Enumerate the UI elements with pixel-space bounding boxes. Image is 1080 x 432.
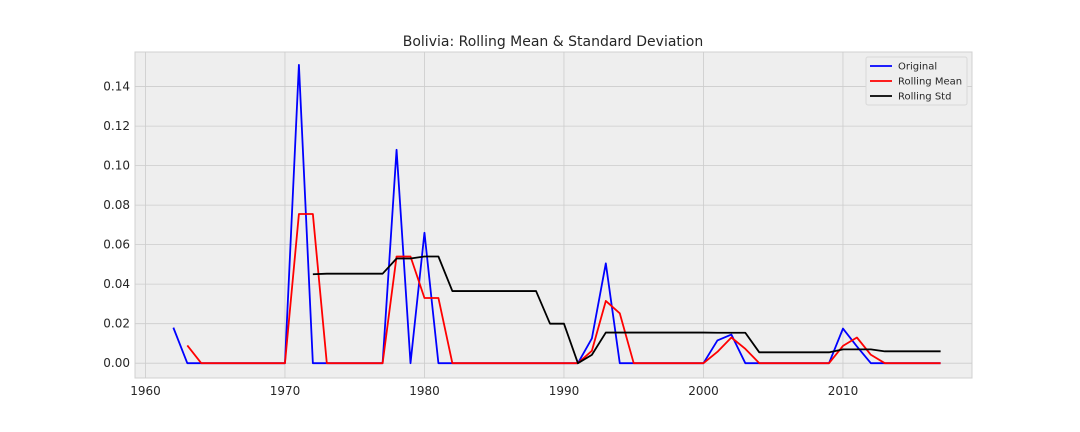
y-tick-label: 0.08 bbox=[103, 198, 130, 212]
series-line-rolling-mean bbox=[186, 213, 941, 365]
y-tick-label: 0.14 bbox=[103, 80, 130, 94]
x-tick-label: 2000 bbox=[688, 384, 719, 398]
y-tick-label: 0.00 bbox=[103, 356, 130, 370]
y-tick-label: 0.04 bbox=[103, 277, 130, 291]
legend-box bbox=[865, 56, 968, 106]
x-tick-label: 2010 bbox=[828, 384, 859, 398]
legend: Original Rolling Mean Rolling Std bbox=[865, 56, 968, 106]
series-layer bbox=[172, 63, 941, 365]
x-tick-label: 1990 bbox=[549, 384, 580, 398]
y-tick-label: 0.02 bbox=[103, 317, 130, 331]
y-tick-label: 0.10 bbox=[103, 159, 130, 173]
legend-label: Rolling Std bbox=[898, 92, 951, 103]
legend-label: Original bbox=[898, 62, 937, 73]
y-tick-label: 0.12 bbox=[103, 119, 130, 133]
chart-title: Bolivia: Rolling Mean & Standard Deviati… bbox=[403, 34, 703, 50]
x-tick-label: 1960 bbox=[130, 384, 161, 398]
tick-labels: 1960 1970 1980 1990 2000 2010 0.00 0.02 0.04 0.06… bbox=[103, 80, 858, 398]
x-tick-label: 1970 bbox=[270, 384, 301, 398]
y-tick-label: 0.06 bbox=[103, 238, 130, 252]
x-tick-label: 1980 bbox=[409, 384, 440, 398]
legend-label: Rolling Mean bbox=[898, 77, 962, 88]
grid bbox=[135, 52, 972, 378]
plot-area bbox=[134, 51, 973, 379]
series-line-rolling-std bbox=[312, 255, 941, 365]
